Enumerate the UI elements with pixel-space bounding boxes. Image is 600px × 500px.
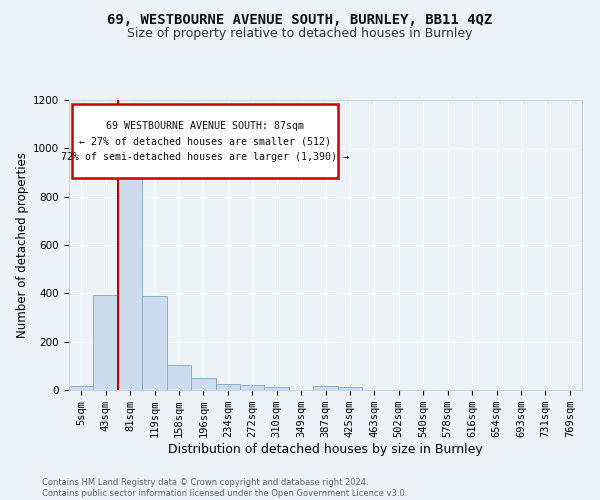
Bar (142, 296, 167, 390)
Y-axis label: Number of detached properties: Number of detached properties (16, 152, 29, 338)
X-axis label: Distribution of detached houses by size in Burnley: Distribution of detached houses by size … (168, 443, 483, 456)
Bar (265, 387, 289, 390)
Bar (215, 384, 240, 390)
Text: 69, WESTBOURNE AVENUE SOUTH, BURNLEY, BB11 4QZ: 69, WESTBOURNE AVENUE SOUTH, BURNLEY, BB… (107, 12, 493, 26)
Text: 69 WESTBOURNE AVENUE SOUTH: 87sqm
← 27% of detached houses are smaller (512)
72%: 69 WESTBOURNE AVENUE SOUTH: 87sqm ← 27% … (61, 120, 349, 162)
Bar (191, 378, 215, 390)
Bar (94, 294, 118, 390)
Text: Contains HM Land Registry data © Crown copyright and database right 2024.
Contai: Contains HM Land Registry data © Crown c… (42, 478, 407, 498)
Bar (313, 386, 338, 390)
Bar (167, 364, 191, 390)
Bar (69, 386, 94, 390)
Text: Size of property relative to detached houses in Burnley: Size of property relative to detached ho… (127, 28, 473, 40)
Bar (338, 387, 362, 390)
FancyBboxPatch shape (71, 104, 338, 178)
Bar (118, 158, 142, 390)
Bar (240, 385, 265, 390)
